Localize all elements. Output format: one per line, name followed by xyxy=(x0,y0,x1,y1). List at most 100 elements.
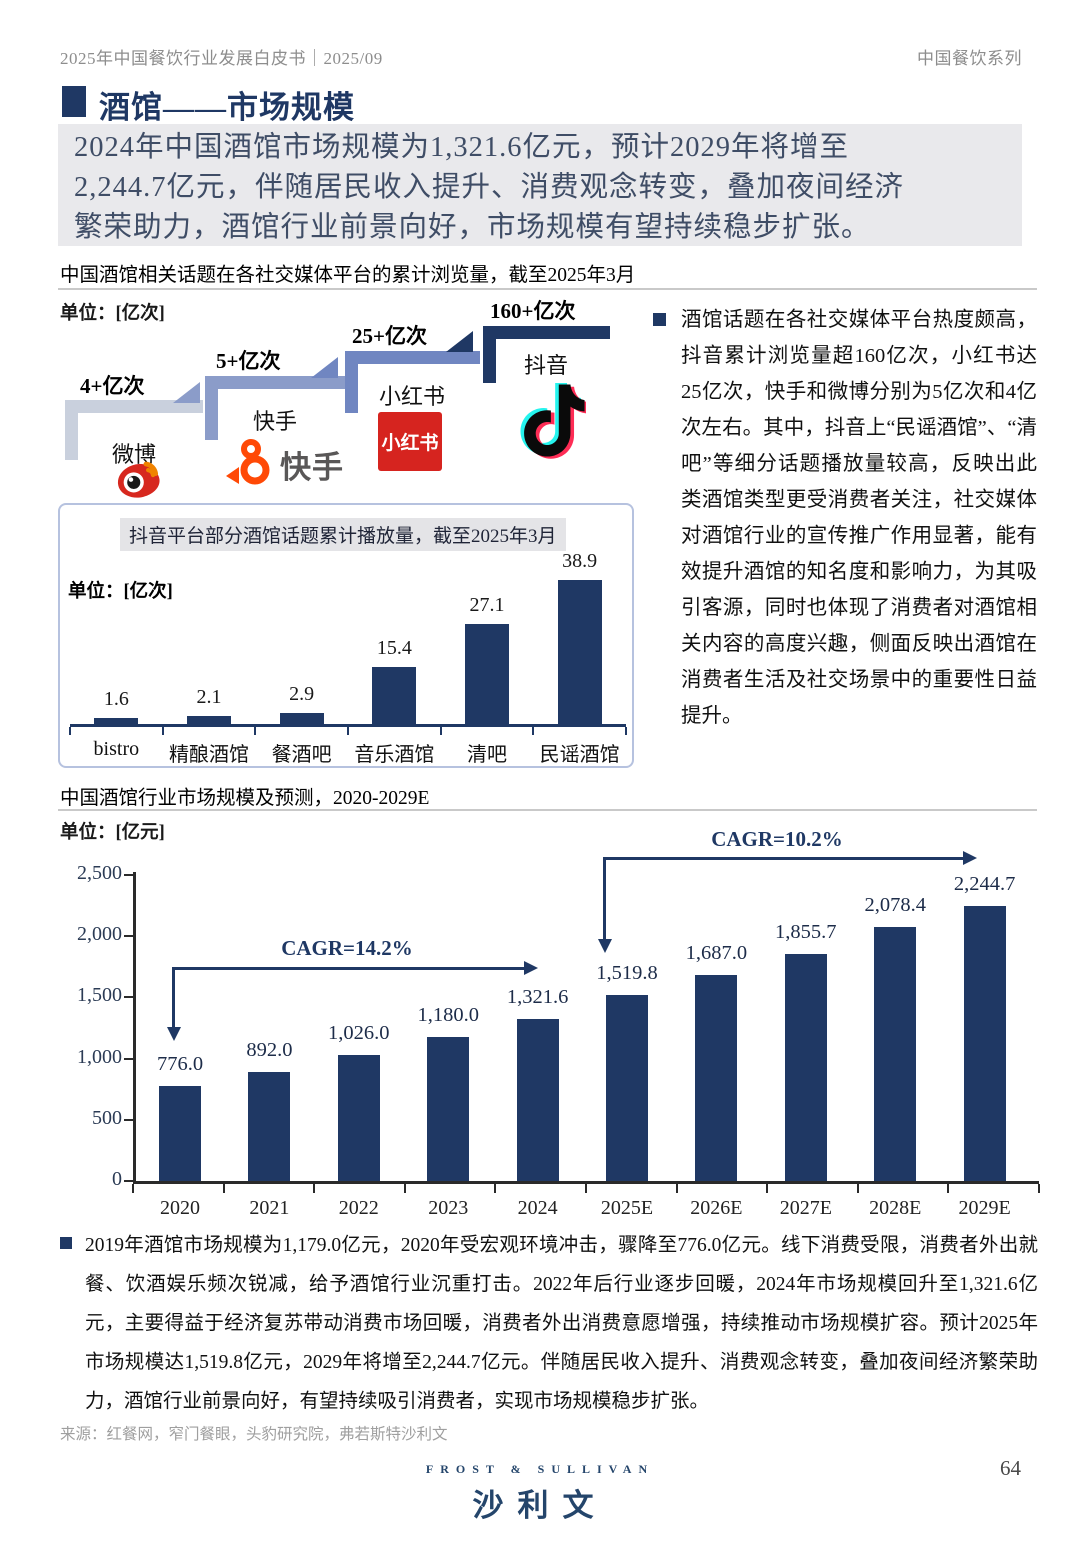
xiaohongshu-icon: 小红书 xyxy=(378,412,442,471)
bar-value-label: 892.0 xyxy=(246,1039,293,1061)
logo-wordmark: FROST & SULLIVAN xyxy=(425,1462,655,1476)
bar-value-label: 776.0 xyxy=(156,1053,204,1075)
bar-value-label: 2,078.4 xyxy=(864,894,926,916)
y-axis xyxy=(133,872,136,1184)
x-axis-tick xyxy=(439,727,442,735)
bar-清吧 xyxy=(465,624,509,724)
x-category-label: 2028E xyxy=(869,1197,922,1219)
x-category-label: 2025E xyxy=(600,1197,654,1219)
step-bracket-xiaohongshu xyxy=(345,351,480,413)
x-axis xyxy=(70,724,626,727)
douyin-chart-unit: 单位：[亿次] xyxy=(68,582,173,602)
x-category-label: 2024 xyxy=(517,1197,558,1219)
bar-2023 xyxy=(427,1037,470,1181)
x-axis-tick xyxy=(254,727,257,735)
cagr-arrow-line xyxy=(172,967,175,1027)
y-axis-tick xyxy=(124,1180,133,1182)
x-category-label: 2026E xyxy=(690,1197,743,1219)
x-category-label: 2027E xyxy=(779,1197,832,1219)
bar-value-label: 1.6 xyxy=(103,688,129,710)
platform-views-douyin: 160+亿次 xyxy=(490,299,576,323)
x-axis-tick xyxy=(69,727,71,735)
bar-value-label: 27.1 xyxy=(469,594,505,616)
series-header: 中国餐饮系列 xyxy=(917,49,1022,68)
bar-音乐酒馆 xyxy=(372,667,417,724)
x-axis xyxy=(133,1181,1039,1184)
market-chart-unit: 单位：[亿元] xyxy=(60,823,165,843)
y-tick-label: 500 xyxy=(92,1106,122,1129)
x-category-label: 2021 xyxy=(249,1197,290,1219)
douyin-icon xyxy=(514,382,589,466)
platform-name-douyin: 抖音 xyxy=(523,353,568,378)
y-axis-tick xyxy=(124,1057,133,1060)
x-axis-tick xyxy=(403,1184,406,1193)
bar-value-label: 1,180.0 xyxy=(417,1004,479,1026)
x-axis-tick xyxy=(585,1184,587,1193)
page-number: 64 xyxy=(1000,1456,1021,1480)
x-category-label: 民谣酒馆 xyxy=(539,744,620,766)
platform-views-weibo: 4+亿次 xyxy=(80,374,145,398)
cagr-arrowhead-right xyxy=(524,961,538,975)
platform-views-kuaishou: 5+亿次 xyxy=(216,349,281,373)
frost-sullivan-logo: FROST & SULLIVAN 沙利文 xyxy=(0,1462,1080,1525)
bar-餐酒吧 xyxy=(279,713,324,724)
x-axis-tick xyxy=(1038,1184,1040,1193)
bar-2026E xyxy=(695,975,738,1181)
bar-value-label: 2.9 xyxy=(289,683,315,705)
y-axis-tick xyxy=(124,935,133,938)
cagr-arrow-line xyxy=(172,967,524,970)
y-tick-label: 1,000 xyxy=(77,1045,122,1068)
x-category-label: 音乐酒馆 xyxy=(354,744,435,766)
x-category-label: 2029E xyxy=(958,1197,1011,1219)
cagr-arrowhead-down xyxy=(166,1027,181,1041)
bar-value-label: 1,321.6 xyxy=(506,986,569,1008)
weibo-icon xyxy=(110,450,168,511)
title-accent-square xyxy=(62,86,86,117)
x-axis-tick xyxy=(947,1184,950,1193)
y-tick-label: 1,500 xyxy=(77,984,122,1007)
x-axis-tick xyxy=(313,1184,316,1193)
cagr-arrow-line xyxy=(603,857,606,939)
y-axis-tick xyxy=(124,874,133,876)
cagr-arrowhead-right xyxy=(963,851,977,865)
x-category-label: 2022 xyxy=(338,1197,379,1219)
x-category-label: 精酿酒馆 xyxy=(169,744,249,766)
x-category-label: 餐酒吧 xyxy=(271,744,332,766)
y-axis-tick xyxy=(124,1118,133,1121)
market-commentary: 2019年酒馆市场规模为1,179.0亿元，2020年受宏观环境冲击，骤降至77… xyxy=(85,1235,1038,1412)
x-axis-tick xyxy=(856,1184,859,1193)
x-category-label: bistro xyxy=(93,738,140,760)
x-axis-tick xyxy=(222,1184,225,1193)
cagr-label-2025-2029: CAGR=10.2% xyxy=(711,827,843,851)
step-bracket-douyin xyxy=(483,326,610,383)
source-note: 来源：红餐网，窄门餐眼，头豹研究院，弗若斯特沙利文 xyxy=(60,1426,448,1443)
bullet-square xyxy=(60,1237,72,1249)
document-title-header: 2025年中国餐饮行业发展白皮书｜2025/09 xyxy=(60,49,383,68)
x-category-label: 清吧 xyxy=(467,744,507,766)
platform-name-xiaohongshu: 小红书 xyxy=(378,384,445,409)
bar-value-label: 15.4 xyxy=(376,637,412,659)
douyin-chart-title: 抖音平台部分酒馆话题累计播放量，截至2025年3月 xyxy=(120,518,566,551)
x-category-label: 2020 xyxy=(160,1197,200,1219)
bar-value-label: 2.1 xyxy=(196,686,222,708)
x-axis-tick xyxy=(494,1184,497,1193)
x-axis-tick xyxy=(161,727,164,735)
highlight-box xyxy=(58,124,1022,246)
cagr-arrowhead-down xyxy=(597,939,612,953)
bar-2021 xyxy=(248,1072,291,1181)
step-bracket-weibo xyxy=(65,400,203,460)
x-axis-tick xyxy=(132,1184,134,1193)
x-axis-tick xyxy=(347,727,349,735)
x-axis-tick xyxy=(675,1184,678,1193)
bar-2022 xyxy=(337,1055,380,1181)
bar-value-label: 1,687.0 xyxy=(685,942,748,964)
y-tick-label: 2,500 xyxy=(77,862,122,884)
x-axis-tick xyxy=(532,727,535,735)
divider-rule xyxy=(58,809,1037,811)
bar-value-label: 38.9 xyxy=(562,550,598,572)
x-category-label: 2023 xyxy=(428,1197,469,1219)
media-section-unit: 单位：[亿次] xyxy=(60,304,165,324)
step-up-triangle xyxy=(446,331,473,352)
market-chart-caption: 中国酒馆行业市场规模及预测，2020-2029E xyxy=(60,788,430,809)
